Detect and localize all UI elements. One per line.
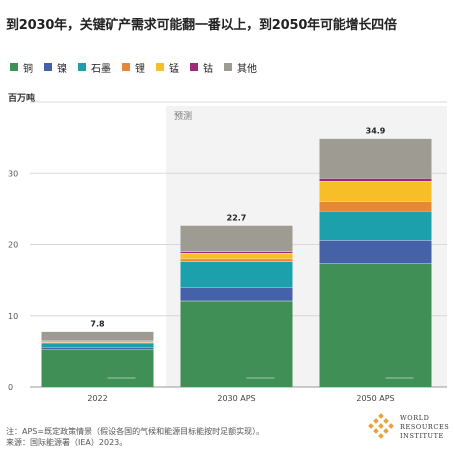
source-note: 来源：国际能源署（IEA）2023。 — [6, 438, 128, 447]
y-tick-label: 0 — [8, 383, 13, 392]
bar-segment — [319, 138, 432, 179]
legend-item-1: 镍 — [44, 60, 67, 75]
legend-label: 钴 — [203, 63, 213, 75]
bar-segment — [319, 201, 432, 212]
wri-logo-icon — [368, 413, 394, 439]
legend-swatch — [224, 63, 232, 71]
bar-segment — [180, 253, 293, 259]
legend-swatch — [122, 63, 130, 71]
y-tick-label: 20 — [8, 241, 18, 250]
bar-segment — [41, 349, 154, 387]
x-category-label: 2030 APS — [217, 394, 255, 403]
bar-total-label: 22.7 — [227, 213, 247, 222]
bar-total-label: 34.9 — [366, 126, 386, 135]
footnotes: 注：APS=既定政策情景（假设各国的气候和能源目标能按时足额实现）。 来源：国际… — [6, 426, 264, 448]
bar-segment — [180, 287, 293, 301]
bar-segment — [319, 240, 432, 264]
chart-title: 到2030年，关键矿产需求可能翻一番以上，到2050年可能增长四倍 — [6, 18, 397, 33]
chart-legend: 铜 镍 石墨 锂 锰 钴 其他 — [10, 60, 268, 75]
legend-swatch — [10, 63, 18, 71]
legend-label: 石墨 — [91, 63, 111, 75]
legend-item-6: 其他 — [224, 60, 257, 75]
legend-label: 铜 — [23, 63, 33, 75]
legend-label: 其他 — [237, 63, 257, 75]
legend-swatch — [190, 63, 198, 71]
bar-segment — [180, 225, 293, 252]
wri-logo: WORLD RESOURCES INSTITUTE — [366, 413, 452, 443]
bar-segment — [41, 347, 154, 350]
legend-swatch — [78, 63, 86, 71]
bar-segment — [180, 258, 293, 262]
x-category-label: 2022 — [87, 394, 107, 403]
bar-segment — [319, 263, 432, 387]
footnote-aps: 注：APS=既定政策情景（假设各国的气候和能源目标能按时足额实现）。 — [6, 427, 265, 436]
legend-swatch — [44, 63, 52, 71]
legend-label: 镍 — [57, 63, 67, 75]
y-tick-label: 10 — [8, 312, 18, 321]
bar-segment — [180, 261, 293, 288]
bar-segment — [319, 178, 432, 182]
bar-segment — [41, 331, 154, 341]
x-category-label: 2050 APS — [356, 394, 394, 403]
legend-swatch — [156, 63, 164, 71]
bar-segment — [41, 342, 154, 348]
y-tick-label: 30 — [8, 169, 18, 178]
legend-label: 锰 — [169, 63, 179, 75]
y-axis-unit-label: 百万吨 — [8, 94, 36, 104]
legend-label: 锂 — [135, 63, 145, 75]
legend-item-2: 石墨 — [78, 60, 111, 75]
legend-item-4: 锰 — [156, 60, 179, 75]
bar-segment — [319, 181, 432, 202]
legend-item-5: 钴 — [190, 60, 213, 75]
wri-logo-text: WORLD RESOURCES INSTITUTE — [400, 414, 450, 440]
bar-segment — [180, 251, 293, 254]
bar-total-label: 7.8 — [90, 319, 105, 328]
legend-item-0: 铜 — [10, 60, 33, 75]
legend-item-3: 锂 — [122, 60, 145, 75]
bar-segment — [180, 300, 293, 387]
bar-segment — [319, 211, 432, 241]
projection-region-label: 预测 — [174, 111, 192, 122]
